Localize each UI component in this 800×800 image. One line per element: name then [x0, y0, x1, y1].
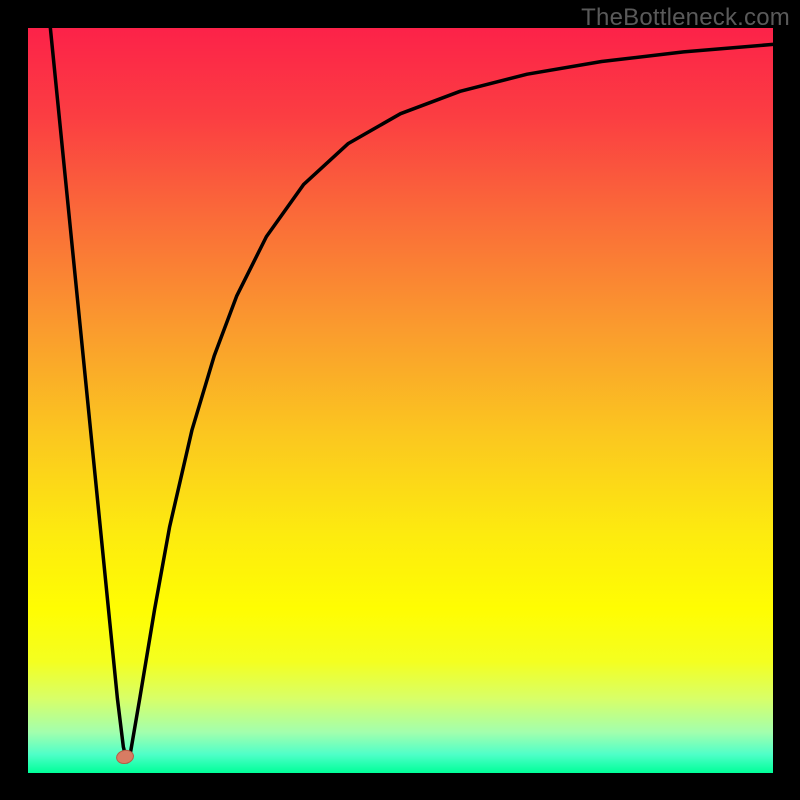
chart-canvas: TheBottleneck.com [0, 0, 800, 800]
curve-line [28, 28, 773, 773]
plot-area [28, 28, 773, 773]
